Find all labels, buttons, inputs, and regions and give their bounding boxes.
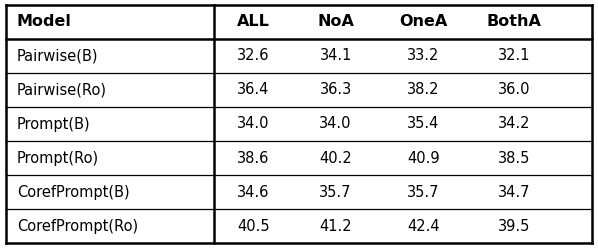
Text: 36.3: 36.3 [319,83,352,97]
Text: OneA: OneA [399,14,448,30]
Text: 40.9: 40.9 [407,151,440,165]
Text: 34.7: 34.7 [498,185,530,200]
Text: 38.6: 38.6 [237,151,270,165]
Text: 34.0: 34.0 [237,117,270,131]
Text: 34.1: 34.1 [319,48,352,63]
Text: 35.7: 35.7 [319,185,352,200]
Text: 34.6: 34.6 [237,185,270,200]
Text: Prompt(Ro): Prompt(Ro) [17,151,99,165]
Text: Pairwise(Ro): Pairwise(Ro) [17,83,107,97]
Text: 40.5: 40.5 [237,218,270,234]
Text: 40.2: 40.2 [319,151,352,165]
Text: 38.5: 38.5 [498,151,530,165]
Text: 36.0: 36.0 [498,83,530,97]
Text: CorefPrompt(B): CorefPrompt(B) [17,185,129,200]
Text: 34.0: 34.0 [319,117,352,131]
Text: 32.6: 32.6 [237,48,270,63]
Text: 39.5: 39.5 [498,218,530,234]
Text: 36.4: 36.4 [237,83,270,97]
Text: Pairwise(B): Pairwise(B) [17,48,98,63]
Text: 38.2: 38.2 [407,83,440,97]
Text: 41.2: 41.2 [319,218,352,234]
Text: 42.4: 42.4 [407,218,440,234]
Text: Model: Model [17,14,72,30]
Text: BothA: BothA [487,14,542,30]
Text: CorefPrompt(Ro): CorefPrompt(Ro) [17,218,138,234]
Text: NoA: NoA [317,14,354,30]
Text: 35.4: 35.4 [407,117,440,131]
Text: ALL: ALL [237,14,270,30]
Text: 32.1: 32.1 [498,48,530,63]
Text: Prompt(B): Prompt(B) [17,117,90,131]
Text: 33.2: 33.2 [407,48,440,63]
Text: 35.7: 35.7 [407,185,440,200]
Text: 34.2: 34.2 [498,117,530,131]
